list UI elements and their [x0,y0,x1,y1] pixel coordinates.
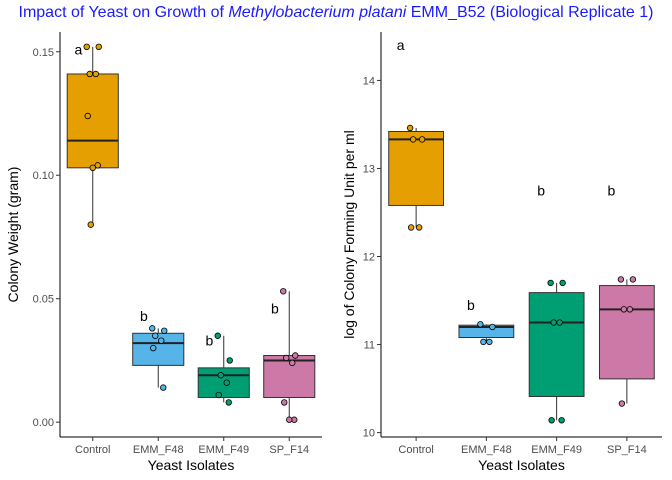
data-point [160,384,167,391]
data-point [152,332,159,339]
data-point [477,321,484,328]
data-point [289,359,296,367]
x-axis-title: Yeast Isolates [148,457,235,473]
data-point [618,400,626,407]
y-tick-label: 10 [363,428,375,440]
box-emm-f48 [132,332,185,366]
data-point [280,288,287,295]
data-point [225,399,232,406]
significance-label: b [140,308,148,324]
data-point [292,352,299,359]
data-point [626,306,634,313]
data-point [86,70,93,78]
y-tick-label: 0.05 [33,294,54,306]
data-point [489,323,496,331]
significance-label: a [74,41,82,57]
x-tick-label: Control [398,444,433,456]
box-sp-f14 [598,285,655,380]
box-control [388,130,445,206]
title-organism: Methylobacterium platani [228,4,407,21]
box-emm-f49 [528,292,585,398]
x-tick-label: EMM_F49 [198,444,249,456]
data-point [158,337,165,344]
x-tick-label: SP_F14 [269,444,309,456]
data-point [286,416,293,423]
x-axis-title: Yeast Isolates [478,457,565,473]
y-axis-title: Colony Weight (gram) [5,167,21,303]
data-point [281,399,288,406]
data-point [214,332,221,339]
data-point [547,279,554,287]
data-point [556,319,563,326]
y-tick-label: 0.15 [33,47,54,59]
data-point [94,162,101,169]
data-point [617,276,625,283]
data-point [620,306,628,313]
data-point [486,338,493,346]
data-point [480,338,487,346]
data-point [548,417,555,424]
data-point [409,136,417,143]
data-point [629,276,637,283]
x-tick-label: SP_F14 [607,444,647,456]
y-tick-label: 0.00 [33,417,54,429]
data-point [83,43,90,51]
data-point [149,325,156,332]
x-tick-label: Control [75,444,110,456]
chart-panel-1: 0.00 0.05 0.10 0.15 Control EMM_F48 EMM_F49 SP_… [5,32,322,473]
significance-label: a [397,37,405,53]
chart-panel-2: 10 11 12 13 14 Control EMM_F48 EMM_F49 SP_F14 Yea… [341,32,662,473]
data-point [415,224,423,231]
data-point [84,112,91,120]
significance-label: b [608,182,616,198]
significance-label: b [271,301,279,317]
chart-title: Impact of Yeast on Growth of Methylobact… [0,4,672,22]
data-point [150,344,157,352]
title-suffix: EMM_B52 (Biological Replicate 1) [406,4,654,21]
data-point [95,43,102,51]
significance-label: b [537,182,545,198]
x-tick-label: EMM_F49 [531,444,582,456]
data-point [418,136,426,143]
title-prefix: Impact of Yeast on Growth of [18,4,229,21]
y-tick-label: 0.10 [33,170,54,182]
data-point [92,70,99,78]
data-point [406,124,414,132]
y-tick-label: 12 [363,252,375,264]
significance-label: b [467,297,475,313]
y-axis-title: log of Colony Forming Unit per ml [341,130,357,339]
data-point [89,164,96,172]
data-point [226,357,233,364]
y-tick-label: 13 [363,163,375,175]
box-control [66,73,119,169]
y-tick-label: 14 [363,75,375,87]
box-emm-f48 [458,324,515,339]
data-point [217,372,224,379]
data-point [223,379,230,386]
data-point [407,224,415,231]
data-point [558,417,565,424]
data-point [161,327,168,335]
significance-label: b [205,333,213,349]
data-point [215,391,222,399]
x-tick-label: EMM_F48 [461,444,512,456]
x-tick-label: EMM_F48 [133,444,184,456]
data-point [87,221,94,228]
y-tick-label: 11 [364,340,375,352]
data-point [550,319,557,326]
data-point [283,354,290,362]
data-point [559,279,566,287]
